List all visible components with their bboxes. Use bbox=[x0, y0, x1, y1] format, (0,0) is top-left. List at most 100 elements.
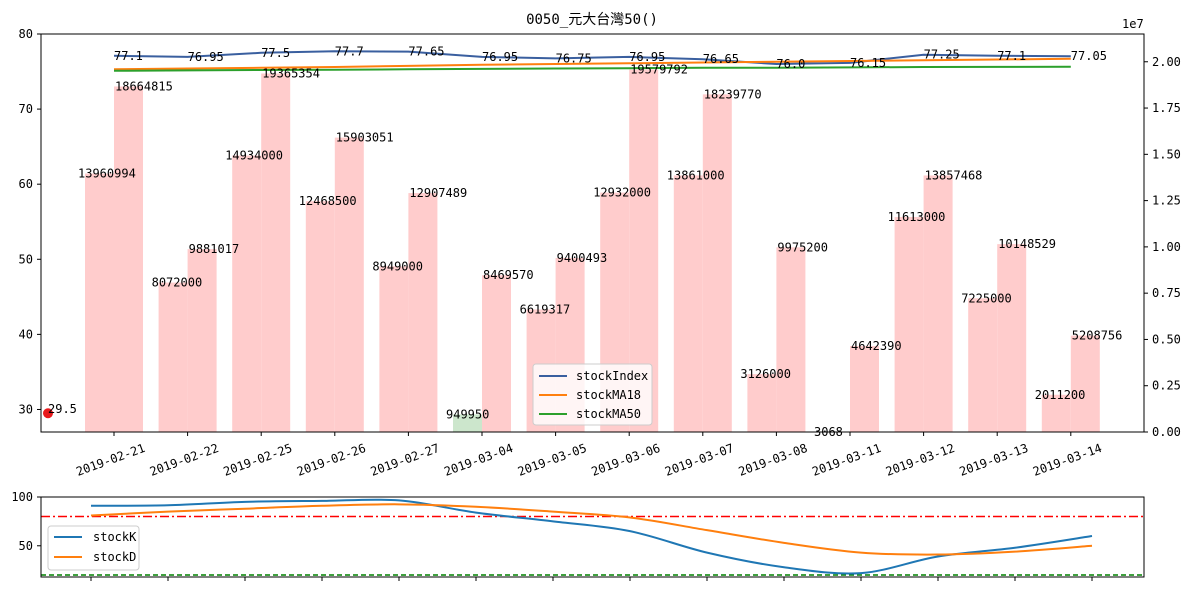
volume-bar bbox=[114, 86, 143, 432]
volume-bar-label: 13960994 bbox=[78, 167, 136, 181]
volume-bar bbox=[1071, 336, 1100, 432]
x-tick-label: 2019-03-05 bbox=[516, 441, 589, 479]
volume-bar-label: 18664815 bbox=[115, 79, 173, 93]
left-y-tick-label: 30 bbox=[19, 402, 33, 416]
stockIndex-legend-label: stockIndex bbox=[576, 369, 648, 383]
stockMA18-legend-label: stockMA18 bbox=[576, 388, 641, 402]
stockIndex-value-label: 77.1 bbox=[114, 49, 143, 63]
volume-bar bbox=[674, 175, 703, 432]
stockMA50-legend-label: stockMA50 bbox=[576, 407, 641, 421]
volume-bar-label: 11613000 bbox=[888, 210, 946, 224]
volume-bar bbox=[703, 94, 732, 432]
volume-bar-label: 4642390 bbox=[851, 339, 902, 353]
stockIndex-value-label: 76.0 bbox=[776, 57, 805, 71]
stockD-line bbox=[91, 504, 1092, 554]
volume-bar-label: 13861000 bbox=[667, 168, 725, 182]
volume-bar bbox=[850, 346, 879, 432]
x-tick-label: 2019-02-25 bbox=[221, 441, 294, 479]
right-y-tick-label: 1.25 bbox=[1152, 194, 1181, 208]
kd-lines bbox=[41, 500, 1144, 575]
start-point-label: 29.5 bbox=[48, 402, 77, 416]
stockIndex-value-label: 77.7 bbox=[335, 44, 364, 58]
volume-bar-label: 12932000 bbox=[593, 186, 651, 200]
right-y-tick-label: 1.50 bbox=[1152, 147, 1181, 161]
stockIndex-value-label: 76.75 bbox=[556, 51, 592, 65]
stockD-legend-label: stockD bbox=[93, 550, 136, 564]
volume-bar bbox=[379, 266, 408, 432]
left-y-tick-label: 40 bbox=[19, 327, 33, 341]
volume-bar bbox=[159, 283, 188, 432]
stockIndex-value-label: 77.25 bbox=[924, 48, 960, 62]
right-axis-offset-label: 1e7 bbox=[1122, 17, 1144, 31]
stockIndex-value-label: 76.95 bbox=[482, 50, 518, 64]
stockIndex-value-label: 76.65 bbox=[703, 52, 739, 66]
volume-bar-label: 8469570 bbox=[483, 268, 534, 282]
x-tick-label: 2019-03-13 bbox=[957, 441, 1030, 479]
x-tick-label: 2019-03-07 bbox=[663, 441, 736, 479]
right-y-tick-label: 0.75 bbox=[1152, 286, 1181, 300]
volume-bar bbox=[408, 193, 437, 432]
volume-bar-label: 19365354 bbox=[262, 67, 320, 81]
x-tick-label: 2019-03-14 bbox=[1031, 441, 1104, 479]
stockIndex-value-label: 77.05 bbox=[1071, 49, 1107, 63]
right-y-tick-label: 2.00 bbox=[1152, 55, 1181, 69]
volume-bar bbox=[747, 374, 776, 432]
volume-bar bbox=[968, 298, 997, 432]
volume-bar-label: 6619317 bbox=[520, 302, 571, 316]
kd-y-tick-label: 50 bbox=[19, 539, 33, 553]
volume-bar bbox=[232, 156, 261, 432]
stockIndex-value-label: 76.95 bbox=[629, 50, 665, 64]
volume-bar-label: 8949000 bbox=[372, 259, 423, 273]
left-y-tick-label: 60 bbox=[19, 177, 33, 191]
x-tick-label: 2019-02-21 bbox=[74, 441, 147, 479]
x-tick-label: 2019-03-12 bbox=[884, 441, 957, 479]
volume-bar bbox=[335, 138, 364, 432]
volume-bar bbox=[306, 201, 335, 432]
x-tick-label: 2019-02-22 bbox=[148, 441, 221, 479]
volume-bar-label: 19579792 bbox=[630, 63, 688, 77]
stockIndex-value-label: 77.65 bbox=[408, 45, 444, 59]
x-tick-label: 2019-03-04 bbox=[442, 441, 515, 479]
x-tick-label: 2019-02-26 bbox=[295, 441, 368, 479]
kd-axes: 50 100 bbox=[11, 490, 1144, 581]
volume-bar-label: 9400493 bbox=[557, 251, 608, 265]
volume-bar-label: 13857468 bbox=[925, 168, 983, 182]
volume-bar-label: 14934000 bbox=[225, 149, 283, 163]
volume-bar-label: 15903051 bbox=[336, 131, 394, 145]
left-y-tick-label: 80 bbox=[19, 27, 33, 41]
kd-plot-frame bbox=[41, 497, 1144, 577]
volume-bar-label: 10148529 bbox=[998, 237, 1056, 251]
stockIndex-value-label: 76.15 bbox=[850, 56, 886, 70]
volume-bar-label: 5208756 bbox=[1072, 329, 1123, 343]
volume-bar-label: 12907489 bbox=[409, 186, 467, 200]
stockIndex-value-label: 76.95 bbox=[188, 50, 224, 64]
volume-bar bbox=[85, 174, 114, 432]
volume-bar bbox=[776, 247, 805, 432]
kd-y-tick-label: 100 bbox=[11, 490, 33, 504]
stockK-line bbox=[91, 500, 1092, 574]
stockIndex-value-label: 77.5 bbox=[261, 46, 290, 60]
kd-legend: stockK stockD bbox=[48, 526, 139, 570]
volume-bar bbox=[261, 74, 290, 432]
x-tick-label: 2019-03-11 bbox=[810, 441, 883, 479]
x-tick-label: 2019-02-27 bbox=[369, 441, 442, 479]
volume-bar-label: 12468500 bbox=[299, 194, 357, 208]
left-y-tick-label: 50 bbox=[19, 252, 33, 266]
volume-bar-label: 9975200 bbox=[777, 240, 828, 254]
volume-bar-label: 9881017 bbox=[189, 242, 240, 256]
stockK-legend-label: stockK bbox=[93, 530, 137, 544]
volume-bar-label: 2011200 bbox=[1035, 388, 1086, 402]
volume-bar-label: 8072000 bbox=[152, 276, 203, 290]
x-tick-label: 2019-03-06 bbox=[589, 441, 662, 479]
volume-bar-label: 949950 bbox=[446, 407, 489, 421]
volume-bar bbox=[895, 217, 924, 432]
volume-bar-label: 3126000 bbox=[740, 367, 791, 381]
right-y-tick-label: 0.50 bbox=[1152, 332, 1181, 346]
chart-title: 0050_元大台灣50() bbox=[526, 12, 658, 28]
left-y-tick-label: 70 bbox=[19, 102, 33, 116]
right-y-tick-label: 1.75 bbox=[1152, 101, 1181, 115]
main-legend: stockIndex stockMA18 stockMA50 bbox=[533, 364, 652, 425]
volume-bar bbox=[997, 244, 1026, 432]
volume-bar-label: 18239770 bbox=[704, 87, 762, 101]
